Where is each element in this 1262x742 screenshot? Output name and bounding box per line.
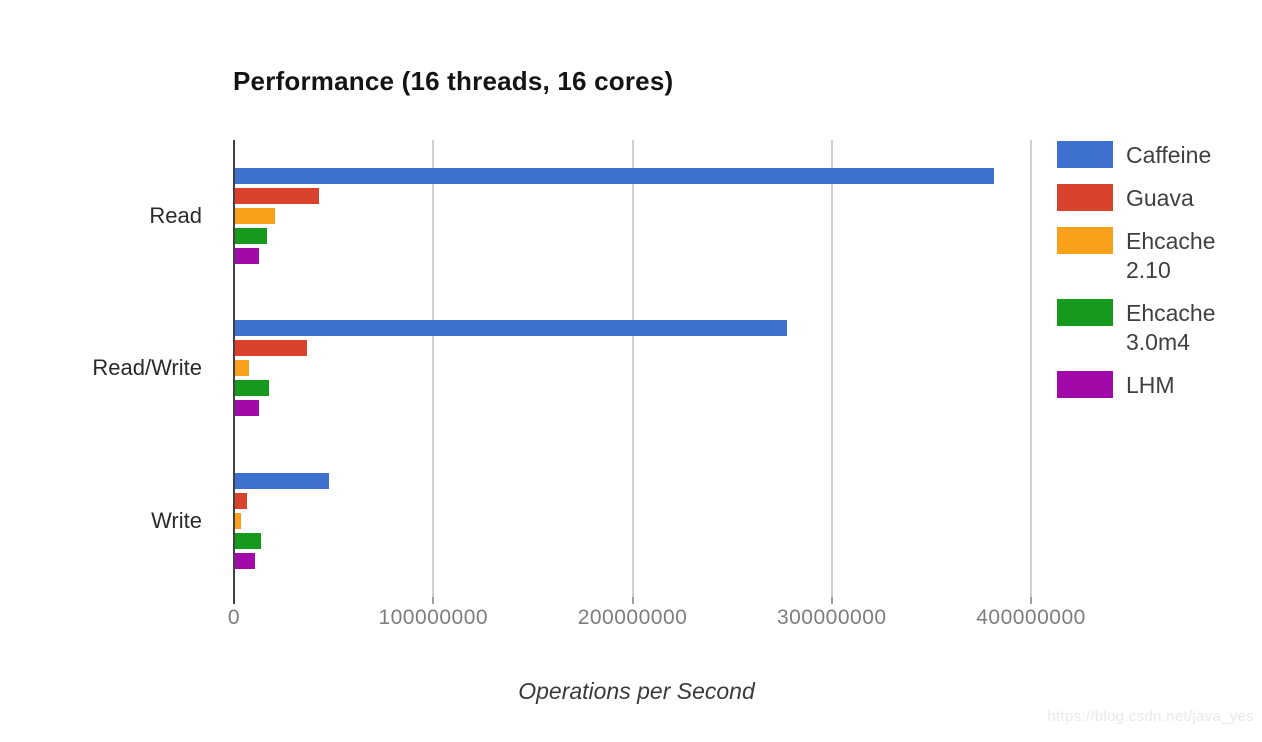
bar-read-ehcache-2-10 <box>233 208 275 225</box>
legend-label-caffeine: Caffeine <box>1126 142 1212 168</box>
bar-read-write-ehcache-3-0m4 <box>233 380 269 397</box>
x-tick-label-100000000: 100000000 <box>378 606 489 629</box>
category-label-read-write: Read/Write <box>92 355 202 381</box>
bar-read-write-guava <box>233 340 307 357</box>
tick-mark-200000000 <box>631 597 634 604</box>
bar-read-write-ehcache-2-10 <box>233 360 249 377</box>
legend-item-caffeine: Caffeine <box>1057 141 1262 170</box>
category-label-write: Write <box>151 507 202 533</box>
gridline-300000000 <box>830 140 833 597</box>
legend-swatch-ehcache-2-10 <box>1057 227 1113 254</box>
bar-read-write-lhm <box>233 400 259 417</box>
gridline-400000000 <box>1030 140 1033 597</box>
legend-item-lhm: LHM <box>1057 371 1262 400</box>
legend-swatch-ehcache-3-0m4 <box>1057 299 1113 326</box>
x-tick-label-200000000: 200000000 <box>577 606 688 629</box>
legend-label-ehcache-2-10: Ehcache 2.10 <box>1126 228 1216 283</box>
x-tick-label-400000000: 400000000 <box>976 606 1086 629</box>
watermark: https://blog.csdn.net/java_yes <box>1047 708 1254 725</box>
bar-read-write-caffeine <box>233 320 787 337</box>
legend-item-ehcache-2-10: Ehcache 2.10 <box>1057 227 1262 285</box>
bar-read-caffeine <box>233 168 995 185</box>
legend-item-guava: Guava <box>1057 184 1262 213</box>
gridline-200000000 <box>631 140 634 597</box>
bar-read-lhm <box>233 248 259 265</box>
legend-item-ehcache-3-0m4: Ehcache 3.0m4 <box>1057 299 1262 357</box>
chart-title: Performance (16 threads, 16 cores) <box>233 66 674 96</box>
legend-swatch-guava <box>1057 184 1113 211</box>
bar-write-guava <box>233 492 247 509</box>
bar-read-ehcache-3-0m4 <box>233 228 267 245</box>
bar-read-guava <box>233 188 319 205</box>
legend-label-lhm: LHM <box>1126 372 1175 398</box>
bar-write-lhm <box>233 552 255 569</box>
bar-group-write <box>233 445 1040 597</box>
y-axis-line <box>233 140 235 604</box>
tick-mark-100000000 <box>432 597 435 604</box>
legend-swatch-lhm <box>1057 371 1113 398</box>
gridline-100000000 <box>432 140 435 597</box>
bar-write-caffeine <box>233 472 329 489</box>
category-label-read: Read <box>149 203 202 229</box>
x-tick-label-300000000: 300000000 <box>776 606 887 629</box>
legend-swatch-caffeine <box>1057 141 1113 168</box>
bar-group-read-write <box>233 292 1040 444</box>
x-tick-label-0: 0 <box>227 606 241 629</box>
plot-area <box>233 140 1040 597</box>
bar-write-ehcache-2-10 <box>233 512 241 529</box>
legend-label-ehcache-3-0m4: Ehcache 3.0m4 <box>1126 300 1216 355</box>
x-axis-title: Operations per Second <box>518 678 755 704</box>
legend: Caffeine Guava Ehcache 2.10 Ehcache 3.0m4 LH… <box>1057 141 1262 400</box>
legend-label-guava: Guava <box>1126 185 1194 211</box>
bar-group-read <box>233 140 1040 292</box>
tick-mark-300000000 <box>830 597 833 604</box>
bar-write-ehcache-3-0m4 <box>233 532 261 549</box>
tick-mark-400000000 <box>1030 597 1033 604</box>
